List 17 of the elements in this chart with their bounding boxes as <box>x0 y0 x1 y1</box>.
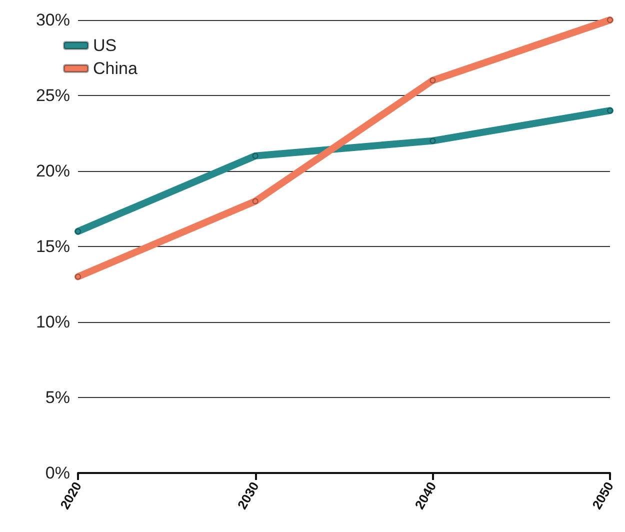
y-tick-label: 20% <box>36 162 70 180</box>
legend-label: China <box>93 59 138 78</box>
y-tick-label: 25% <box>36 86 70 105</box>
point <box>430 77 436 84</box>
point <box>607 108 613 114</box>
legend-label: US <box>93 36 117 55</box>
point <box>252 198 258 204</box>
y-tick-label: 5% <box>45 388 70 407</box>
point <box>75 228 81 234</box>
point <box>607 17 613 23</box>
point <box>252 152 258 159</box>
point <box>75 274 81 280</box>
y-tick-label: 0% <box>45 464 70 482</box>
y-tick-label: 10% <box>36 312 70 332</box>
y-tick-label: 15% <box>36 237 70 256</box>
point <box>430 138 436 144</box>
y-tick-label: 30% <box>36 10 70 30</box>
